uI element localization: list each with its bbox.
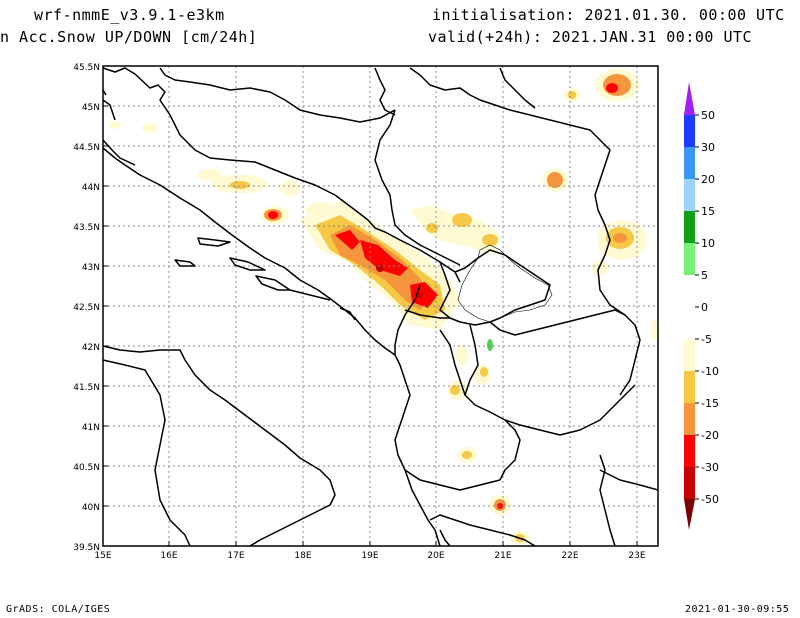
colorbar-bottom-arrow <box>684 499 695 530</box>
lat-label: 44N <box>82 183 100 193</box>
colorbar: 50 30 20 15 10 5 0 -5 -10 -15 -20 -30 -5… <box>684 82 719 530</box>
colorbar-label: 50 <box>701 109 715 122</box>
kosovo-border <box>457 244 553 323</box>
colorbar-label: -5 <box>701 333 712 346</box>
lat-label: 42N <box>82 343 100 353</box>
footer-timestamp: 2021-01-30-09:55 <box>685 604 790 615</box>
valid-time: valid(+24h): 2021.JAN.31 00:00 UTC <box>428 28 753 46</box>
colorbar-label: 10 <box>701 237 715 250</box>
lon-label: 23E <box>628 551 645 561</box>
lat-label: 39.5N <box>73 543 100 553</box>
lat-label: 40.5N <box>73 463 100 473</box>
axis-ticks <box>103 105 638 546</box>
colorbar-label: 0 <box>701 301 708 314</box>
colorbar-label: -15 <box>701 397 719 410</box>
lat-label: 44.5N <box>73 143 100 153</box>
colorbar-label: -10 <box>701 365 719 378</box>
lat-label: 41N <box>82 423 100 433</box>
lon-label: 20E <box>427 551 444 561</box>
colorbar-top-arrow <box>684 82 695 115</box>
lon-label: 22E <box>561 551 578 561</box>
colorbar-label: 20 <box>701 173 715 186</box>
graticule <box>103 66 658 546</box>
init-time: initialisation: 2021.01.30. 00:00 UTC <box>432 6 785 24</box>
colorbar-label: 5 <box>701 269 708 282</box>
lon-label: 19E <box>361 551 378 561</box>
lon-label: 16E <box>160 551 177 561</box>
snow-field <box>109 69 659 545</box>
lat-label: 42.5N <box>73 303 100 313</box>
lat-label: 43.5N <box>73 223 100 233</box>
lon-label: 15E <box>94 551 111 561</box>
lat-label: 45N <box>82 103 100 113</box>
colorbar-label: -30 <box>701 461 719 474</box>
coastlines-borders <box>102 67 659 547</box>
lon-label: 21E <box>494 551 511 561</box>
colorbar-label: 15 <box>701 205 715 218</box>
lat-label: 43N <box>82 263 100 273</box>
colorbar-label: -50 <box>701 493 719 506</box>
lat-label: 40N <box>82 503 100 513</box>
lon-label: 18E <box>294 551 311 561</box>
field-title: n Acc.Snow UP/DOWN [cm/24h] <box>0 28 258 46</box>
lat-label: 45.5N <box>73 63 100 73</box>
lon-label: 17E <box>227 551 244 561</box>
footer-credit: GrADS: COLA/IGES <box>6 604 111 615</box>
colorbar-label: -20 <box>701 429 719 442</box>
model-title: wrf-nmmE_v3.9.1-e3km <box>34 6 225 24</box>
colorbar-label: 30 <box>701 141 715 154</box>
lat-label: 41.5N <box>73 383 100 393</box>
